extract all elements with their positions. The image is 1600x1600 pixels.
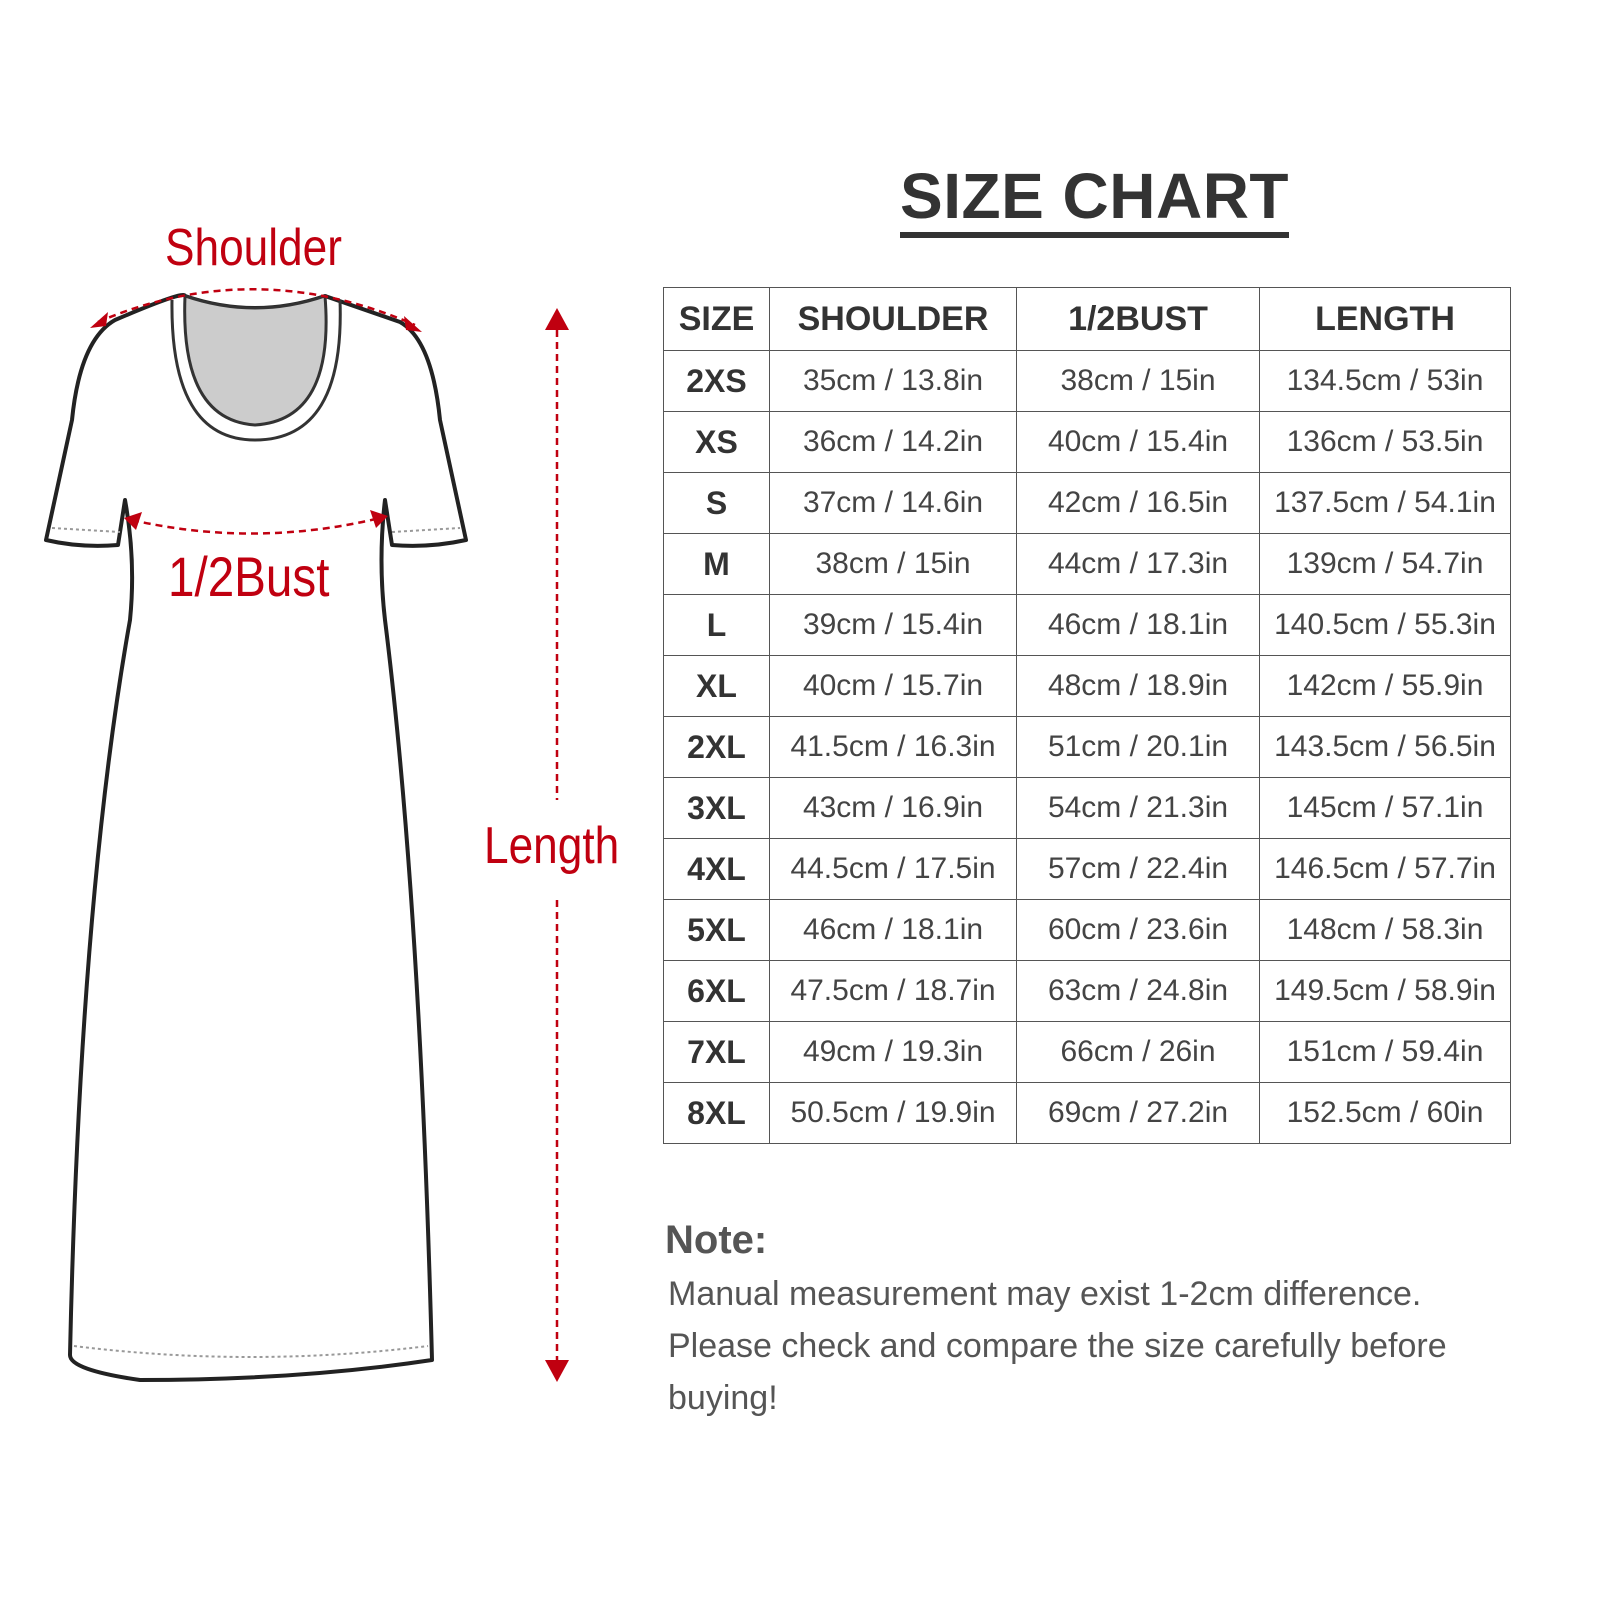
table-row: 6XL 47.5cm / 18.7in 63cm / 24.8in 149.5cm /… (663, 960, 1511, 1022)
measurement-cell: 137.5cm / 54.1in (1259, 472, 1511, 534)
table-row: XL 40cm / 15.7in 48cm / 18.9in 142cm / 55.9… (663, 655, 1511, 717)
size-cell: M (663, 533, 770, 595)
size-table: SIZE SHOULDER 1/2BUST LENGTH 2XS 35cm / 13.8… (663, 287, 1511, 1144)
size-cell: 7XL (663, 1021, 770, 1083)
size-cell: 3XL (663, 777, 770, 839)
size-cell: XL (663, 655, 770, 717)
measurement-cell: 43cm / 16.9in (769, 777, 1017, 839)
measurement-cell: 35cm / 13.8in (769, 350, 1017, 412)
size-cell: 5XL (663, 899, 770, 961)
size-cell: 8XL (663, 1082, 770, 1144)
arrow-left-icon (124, 512, 142, 530)
measurement-cell: 69cm / 27.2in (1016, 1082, 1260, 1144)
arrow-down-icon (545, 1360, 569, 1382)
measurement-cell: 60cm / 23.6in (1016, 899, 1260, 961)
dress-illustration (44, 288, 569, 1382)
bust-measure-line (131, 516, 381, 535)
table-row: 2XL 41.5cm / 16.3in 51cm / 20.1in 143.5cm /… (663, 716, 1511, 778)
measurement-cell: 36cm / 14.2in (769, 411, 1017, 473)
note-text: Manual measurement may exist 1-2cm diffe… (668, 1268, 1548, 1424)
column-header: 1/2BUST (1016, 287, 1260, 351)
measurement-cell: 149.5cm / 58.9in (1259, 960, 1511, 1022)
note-heading: Note: (665, 1218, 768, 1262)
measurement-cell: 142cm / 55.9in (1259, 655, 1511, 717)
measurement-cell: 44cm / 17.3in (1016, 533, 1260, 595)
arrow-right-icon (404, 316, 422, 332)
measurement-cell: 46cm / 18.1in (1016, 594, 1260, 656)
note-line: Manual measurement may exist 1-2cm diffe… (668, 1275, 1422, 1313)
measurement-cell: 51cm / 20.1in (1016, 716, 1260, 778)
size-cell: 2XS (663, 350, 770, 412)
measurement-cell: 48cm / 18.9in (1016, 655, 1260, 717)
shoulder-label: Shoulder (165, 219, 342, 277)
measurement-cell: 38cm / 15in (1016, 350, 1260, 412)
measurement-cell: 47.5cm / 18.7in (769, 960, 1017, 1022)
measurement-cell: 50.5cm / 19.9in (769, 1082, 1017, 1144)
measurement-cell: 63cm / 24.8in (1016, 960, 1260, 1022)
measurement-cell: 41.5cm / 16.3in (769, 716, 1017, 778)
measurement-cell: 145cm / 57.1in (1259, 777, 1511, 839)
measurement-cell: 151cm / 59.4in (1259, 1021, 1511, 1083)
measurement-cell: 42cm / 16.5in (1016, 472, 1260, 534)
measurement-cell: 44.5cm / 17.5in (769, 838, 1017, 900)
arrow-up-icon (545, 308, 569, 330)
table-row: 5XL 46cm / 18.1in 60cm / 23.6in 148cm / 58.… (663, 899, 1511, 961)
measurement-cell: 39cm / 15.4in (769, 594, 1017, 656)
measurement-cell: 66cm / 26in (1016, 1021, 1260, 1083)
measurement-cell: 152.5cm / 60in (1259, 1082, 1511, 1144)
measurement-cell: 57cm / 22.4in (1016, 838, 1260, 900)
size-cell: S (663, 472, 770, 534)
arrow-left-icon (90, 312, 108, 328)
table-row: 4XL 44.5cm / 17.5in 57cm / 22.4in 146.5cm /… (663, 838, 1511, 900)
size-cell: 2XL (663, 716, 770, 778)
measurement-cell: 54cm / 21.3in (1016, 777, 1260, 839)
table-row: S 37cm / 14.6in 42cm / 16.5in 137.5cm / 54.… (663, 472, 1511, 534)
table-row: XS 36cm / 14.2in 40cm / 15.4in 136cm / 53.5… (663, 411, 1511, 473)
measurement-cell: 46cm / 18.1in (769, 899, 1017, 961)
size-cell: 4XL (663, 838, 770, 900)
neckline (183, 293, 328, 427)
measurement-cell: 143.5cm / 56.5in (1259, 716, 1511, 778)
table-row: L 39cm / 15.4in 46cm / 18.1in 140.5cm / 55.… (663, 594, 1511, 656)
column-header: LENGTH (1259, 287, 1511, 351)
bust-label: 1/2Bust (168, 545, 330, 608)
table-row: 3XL 43cm / 16.9in 54cm / 21.3in 145cm / 57.… (663, 777, 1511, 839)
page-title: SIZE CHART (900, 160, 1289, 238)
table-row: 8XL 50.5cm / 19.9in 69cm / 27.2in 152.5cm /… (663, 1082, 1511, 1144)
measurement-cell: 148cm / 58.3in (1259, 899, 1511, 961)
table-row: 7XL 49cm / 19.3in 66cm / 26in 151cm / 59.4i… (663, 1021, 1511, 1083)
measurement-cell: 40cm / 15.4in (1016, 411, 1260, 473)
measurement-cell: 49cm / 19.3in (769, 1021, 1017, 1083)
column-header: SHOULDER (769, 287, 1017, 351)
size-cell: 6XL (663, 960, 770, 1022)
table-row: M 38cm / 15in 44cm / 17.3in 139cm / 54.7in (663, 533, 1511, 595)
measurement-cell: 139cm / 54.7in (1259, 533, 1511, 595)
measurement-cell: 38cm / 15in (769, 533, 1017, 595)
note-line: Please check and compare the size carefu… (668, 1327, 1447, 1417)
measurement-cell: 40cm / 15.7in (769, 655, 1017, 717)
measurement-cell: 37cm / 14.6in (769, 472, 1017, 534)
table-row: 2XS 35cm / 13.8in 38cm / 15in 134.5cm / 53i… (663, 350, 1511, 412)
size-cell: L (663, 594, 770, 656)
dress-outline (44, 293, 468, 1382)
measurement-cell: 140.5cm / 55.3in (1259, 594, 1511, 656)
measurement-cell: 136cm / 53.5in (1259, 411, 1511, 473)
shoulder-measure-line (97, 288, 416, 327)
size-cell: XS (663, 411, 770, 473)
column-header: SIZE (663, 287, 770, 351)
length-label: Length (484, 817, 620, 875)
measurement-cell: 146.5cm / 57.7in (1259, 838, 1511, 900)
table-header-row: SIZE SHOULDER 1/2BUST LENGTH (663, 287, 1511, 351)
arrow-right-icon (370, 510, 388, 528)
measurement-cell: 134.5cm / 53in (1259, 350, 1511, 412)
